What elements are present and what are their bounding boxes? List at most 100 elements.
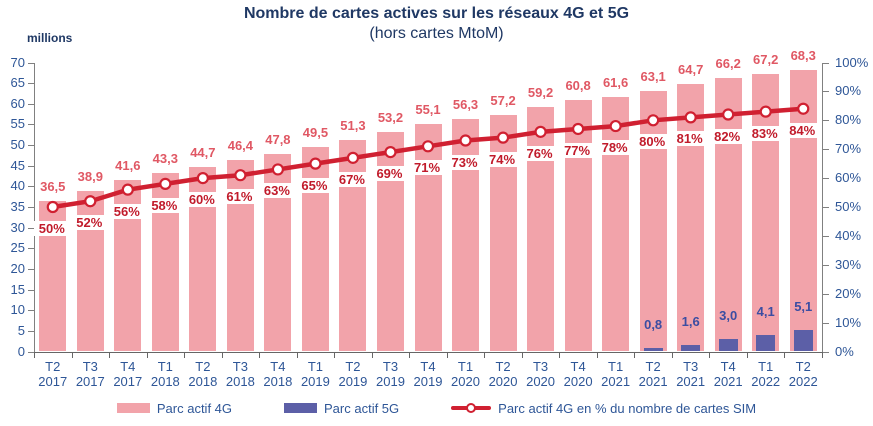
x-category-label: T3 2021 [676, 359, 706, 389]
bar-label-4g: 44,7 [190, 144, 216, 160]
bar-5g [756, 334, 776, 352]
pct-label: 73% [446, 154, 483, 170]
chart-title: Nombre de cartes actives sur les réseaux… [243, 5, 630, 22]
y-right-tick-label: 60% [835, 170, 862, 186]
pct-line-marker [196, 172, 209, 185]
pct-line-marker [234, 169, 247, 182]
pct-line-marker [159, 177, 172, 190]
pct-line-marker [722, 108, 735, 121]
x-axis-tick [221, 352, 223, 358]
x-axis-tick [296, 352, 298, 358]
pct-label: 63% [258, 183, 295, 199]
legend-label-5g: Parc actif 5G [324, 400, 400, 416]
x-axis-tick [671, 352, 673, 358]
bar-label-4g: 38,9 [77, 168, 103, 184]
x-category-label: T1 2019 [300, 359, 330, 389]
bar-label-4g: 53,2 [377, 109, 404, 125]
y-left-tick [28, 62, 34, 64]
x-category-label: T2 2021 [638, 359, 668, 389]
y-left-tick-label: 30 [10, 219, 25, 235]
x-axis-tick [784, 352, 786, 358]
pct-line-marker [797, 102, 810, 115]
pct-label: 84% [784, 122, 821, 138]
pct-line-marker [609, 119, 622, 133]
bar-label-5g: 3,0 [719, 308, 738, 324]
y-left-tick-label: 40 [10, 178, 25, 194]
x-category-label: T2 2020 [488, 359, 518, 389]
y-left-tick [28, 351, 34, 353]
y-left-tick-label: 60 [10, 95, 25, 111]
legend-item-5g: Parc actif 5G [284, 401, 399, 416]
pct-line-marker [271, 163, 285, 176]
legend-item-4g: Parc actif 4G [116, 400, 233, 416]
x-axis-line [34, 351, 823, 353]
pct-line-marker [459, 134, 472, 147]
bar-label-4g: 46,4 [227, 137, 254, 153]
x-axis-tick [184, 352, 186, 358]
legend-line-marker-icon [451, 402, 492, 414]
x-category-label: T1 2018 [150, 359, 180, 389]
y-left-tick [28, 248, 34, 250]
bar-5g [681, 344, 701, 352]
x-axis-tick [746, 352, 748, 358]
bar-label-4g: 55,1 [415, 102, 441, 118]
bar-label-4g: 66,2 [715, 56, 741, 72]
x-category-label: T1 2020 [451, 359, 480, 389]
bar-5g [718, 339, 738, 352]
y-left-tick [28, 186, 34, 188]
y-right-tick [823, 264, 829, 266]
y-left-tick-label: 45 [10, 157, 25, 173]
y-left-tick [28, 145, 34, 147]
pct-label: 65% [296, 177, 333, 193]
x-axis-tick [484, 352, 486, 358]
y-left-tick-label: 10 [10, 302, 25, 318]
pct-label: 69% [371, 166, 408, 182]
pct-label: 67% [333, 171, 370, 187]
bar-label-4g: 57,2 [490, 93, 516, 109]
bar-label-4g: 68,3 [790, 47, 816, 63]
pct-line-marker [346, 151, 360, 164]
x-axis-tick [109, 352, 111, 358]
pct-line-marker [496, 131, 510, 144]
x-category-label: T3 2017 [75, 359, 105, 389]
bar-label-4g: 56,3 [452, 97, 479, 113]
pct-label: 56% [108, 203, 145, 219]
y-left-tick-label: 65 [10, 75, 25, 91]
y-right-tick-label: 100% [835, 54, 869, 70]
pct-label: 80% [634, 134, 671, 150]
bar-4g [602, 97, 630, 352]
bar-label-4g: 43,3 [152, 150, 178, 166]
legend-swatch-4g [116, 403, 150, 413]
y-right-tick [823, 62, 829, 64]
y-left-tick [28, 227, 34, 229]
y-right-tick [823, 178, 829, 180]
x-category-label: T4 2017 [113, 359, 143, 389]
chart-legend: Parc actif 4G Parc actif 5G Parc actif 4… [0, 398, 873, 418]
x-category-label: T1 2022 [751, 359, 781, 389]
y-right-tick [823, 120, 829, 122]
bar-4g [789, 69, 817, 352]
bar-label-4g: 49,5 [302, 125, 329, 141]
bar-4g [752, 74, 780, 352]
bar-label-4g: 59,2 [527, 85, 554, 101]
x-axis-tick [709, 352, 711, 358]
y-right-tick-label: 10% [835, 314, 862, 330]
legend-label-4g: Parc actif 4G [156, 400, 233, 416]
x-category-label: T1 2021 [601, 359, 631, 389]
y-left-tick [28, 103, 34, 105]
pct-line-marker [384, 145, 397, 159]
bar-label-5g: 1,6 [681, 313, 700, 329]
pct-label: 77% [559, 142, 596, 158]
legend-item-pct-line: Parc actif 4G en % du nombre de cartes S… [451, 401, 756, 416]
y-right-tick [823, 149, 829, 151]
bar-label-4g: 60,8 [565, 78, 591, 94]
y-axis-right-line [822, 62, 823, 352]
y-left-tick-label: 25 [10, 240, 25, 256]
x-category-label: T2 2022 [788, 359, 818, 389]
y-right-tick-label: 40% [835, 227, 862, 243]
y-right-tick [823, 322, 829, 324]
x-axis-tick [559, 352, 561, 358]
bar-label-4g: 63,1 [640, 68, 666, 84]
